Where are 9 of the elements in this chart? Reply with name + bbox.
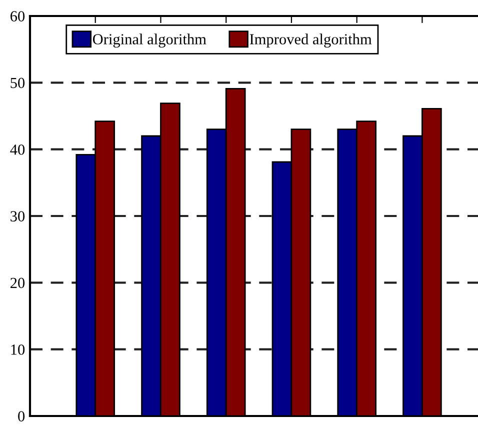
y-tick-label: 30 — [10, 211, 25, 222]
y-tick-label: 40 — [10, 144, 25, 155]
y-tick-label: 20 — [10, 278, 25, 288]
y-tick-label: 0 — [18, 411, 25, 422]
legend-label: Original algorithm — [92, 34, 206, 48]
y-tick-label: 50 — [10, 78, 25, 88]
y-tick-label: 60 — [10, 11, 25, 22]
legend-label: Improved algorithm — [250, 34, 372, 48]
y-tick-label: 10 — [11, 344, 25, 355]
